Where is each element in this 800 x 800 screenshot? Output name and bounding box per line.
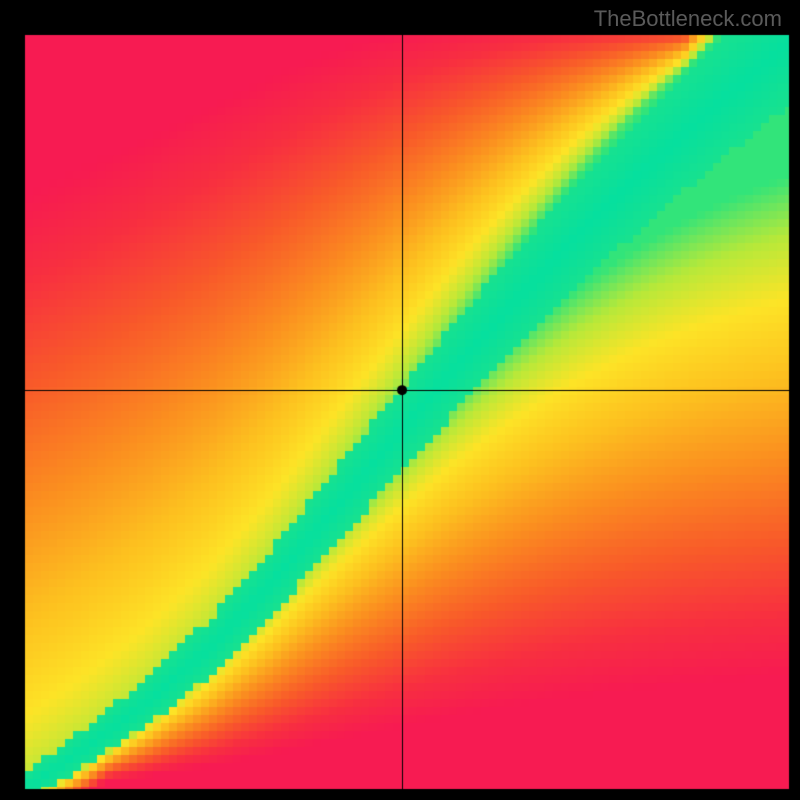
chart-container: TheBottleneck.com [0,0,800,800]
heatmap-canvas [0,0,800,800]
watermark-text: TheBottleneck.com [594,6,782,32]
